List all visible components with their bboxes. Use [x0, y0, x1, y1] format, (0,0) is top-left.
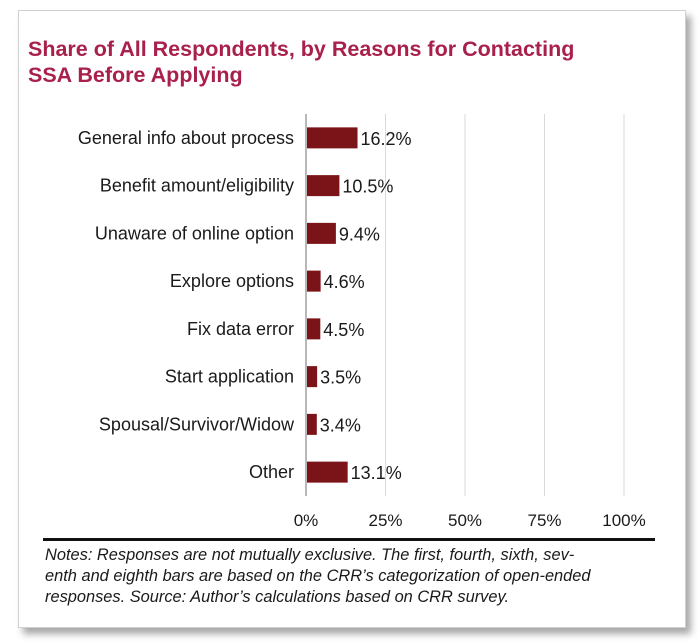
x-tick-label: 50% [448, 511, 482, 530]
bars [307, 127, 358, 483]
x-tick-label: 75% [527, 511, 561, 530]
data-label: 3.5% [320, 368, 361, 388]
chart-title: Share of All Respondents, by Reasons for… [28, 36, 648, 88]
bar [307, 222, 336, 244]
bar [307, 270, 321, 292]
bar [307, 127, 358, 149]
notes-divider [43, 538, 655, 541]
chart-title-line-2: SSA Before Applying [28, 63, 243, 87]
data-label: 9.4% [339, 224, 380, 244]
category-label: Unaware of online option [95, 223, 294, 243]
category-label: Start application [165, 367, 294, 387]
figure-frame [18, 10, 686, 628]
x-tick-labels: 0% 25% 50% 75% 100% [294, 511, 646, 530]
category-label: Spousal/Survivor/Widow [99, 414, 295, 434]
bar [307, 461, 348, 483]
data-label: 13.1% [351, 463, 402, 483]
x-tick-label: 25% [368, 511, 402, 530]
category-label: Benefit amount/eligibility [100, 176, 294, 196]
grid-lines [385, 114, 625, 496]
bar [307, 318, 321, 340]
bar [307, 366, 318, 388]
category-labels: General info about process Benefit amount… [78, 128, 295, 482]
notes-line-1: Notes: Responses are not mutually exclus… [45, 546, 575, 564]
data-label: 3.4% [320, 415, 361, 435]
data-label: 10.5% [342, 177, 393, 197]
category-label: Other [249, 462, 294, 482]
value-labels: 16.2% 10.5% 9.4% 4.6% 4.5% 3.5% 3.4% 13.1% [320, 129, 412, 483]
data-label: 4.6% [324, 272, 365, 292]
category-label: General info about process [78, 128, 294, 148]
notes-line-3: responses. Source: Author’s calculations… [45, 588, 510, 606]
bar [307, 413, 317, 435]
bar-chart: General info about process Benefit amount… [78, 114, 646, 530]
chart-title-line-1: Share of All Respondents, by Reasons for… [28, 37, 575, 61]
bar [307, 175, 340, 197]
x-tick-label: 100% [602, 511, 645, 530]
category-label: Explore options [170, 271, 294, 291]
data-label: 16.2% [361, 129, 412, 149]
notes-line-2: enth and eighth bars are based on the CR… [45, 567, 591, 585]
category-label: Fix data error [187, 319, 294, 339]
chart-notes: Notes: Responses are not mutually exclus… [45, 545, 655, 608]
data-label: 4.5% [323, 320, 364, 340]
x-tick-label: 0% [294, 511, 319, 530]
